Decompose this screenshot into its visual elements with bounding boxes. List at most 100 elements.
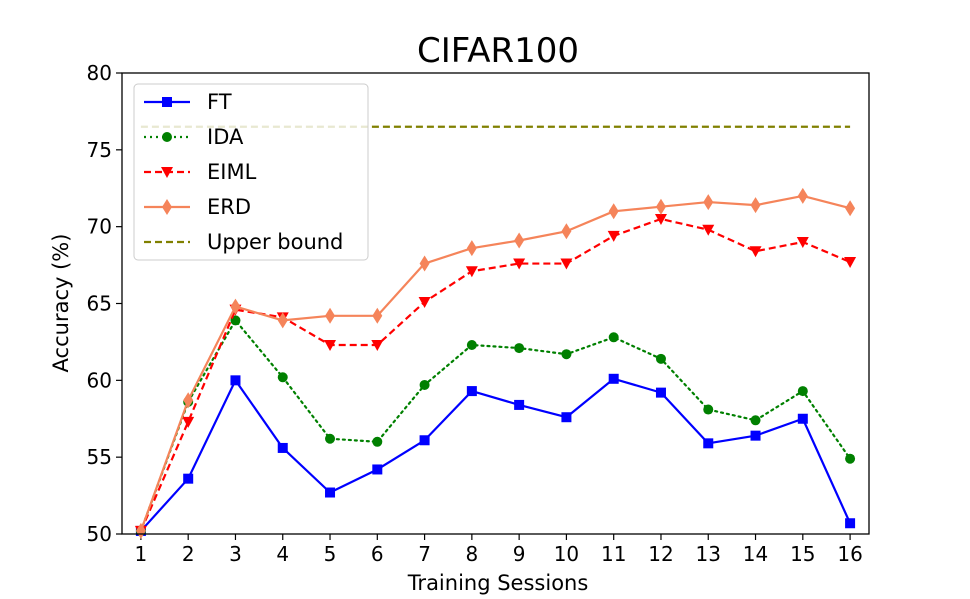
y-tick-label-55: 55 (87, 445, 112, 469)
point-erd-11 (608, 203, 619, 220)
point-ft-2 (183, 473, 194, 484)
series-erd (135, 187, 856, 539)
point-erd-16 (845, 200, 856, 217)
legend-marker-eiml (161, 167, 173, 178)
legend-label-eiml: EIML (207, 160, 257, 184)
x-tick-label-5: 5 (324, 542, 337, 566)
point-ida-11 (608, 332, 619, 343)
point-ft-3 (230, 375, 241, 386)
point-eiml-11 (607, 230, 620, 242)
point-erd-13 (703, 194, 714, 211)
point-ida-5 (325, 433, 336, 444)
point-ft-13 (703, 438, 714, 449)
point-eiml-8 (465, 266, 478, 278)
x-tick-label-14: 14 (743, 542, 768, 566)
y-tick-label-70: 70 (87, 215, 112, 239)
point-eiml-6 (371, 339, 384, 351)
point-ft-12 (655, 387, 666, 398)
plot-series (134, 125, 857, 539)
point-ft-6 (372, 464, 383, 475)
point-erd-6 (372, 307, 383, 324)
legend-label-ft: FT (207, 90, 232, 114)
point-ft-8 (466, 386, 477, 397)
x-tick-label-8: 8 (465, 542, 478, 566)
point-eiml-5 (324, 339, 337, 351)
legend-marker-ft (162, 97, 172, 107)
point-ft-4 (277, 442, 288, 453)
series-line-eiml (139, 217, 851, 532)
series-line-erd (139, 194, 851, 532)
point-eiml-2 (182, 416, 195, 428)
x-tick-label-15: 15 (790, 542, 815, 566)
point-erd-4 (277, 312, 288, 329)
x-tick-label-1: 1 (135, 542, 148, 566)
point-eiml-9 (513, 258, 526, 270)
chart-title: CIFAR100 (417, 31, 579, 71)
point-ida-16 (845, 453, 856, 464)
point-ida-12 (655, 353, 666, 364)
point-ida-6 (372, 436, 383, 447)
legend-label-ida: IDA (207, 125, 244, 149)
point-ft-9 (514, 399, 525, 410)
point-erd-9 (514, 232, 525, 249)
series-line-ida (139, 319, 852, 533)
point-ft-15 (797, 413, 808, 424)
x-tick-label-13: 13 (696, 542, 721, 566)
point-ida-4 (277, 372, 288, 383)
point-erd-12 (655, 198, 666, 215)
point-eiml-15 (796, 237, 809, 249)
legend-label-erd: ERD (207, 195, 251, 219)
point-ida-7 (419, 379, 430, 390)
point-ida-13 (703, 404, 714, 415)
point-erd-1 (135, 522, 146, 539)
point-eiml-7 (418, 296, 431, 308)
point-ida-14 (750, 415, 761, 426)
y-tick-label-50: 50 (87, 522, 112, 546)
x-tick-label-9: 9 (513, 542, 526, 566)
x-axis-label: Training Sessions (407, 571, 589, 595)
y-axis-label: Accuracy (%) (49, 234, 73, 373)
legend-label-upper-bound: Upper bound (207, 230, 343, 254)
x-tick-label-2: 2 (182, 542, 195, 566)
point-ft-16 (845, 518, 856, 529)
point-ft-5 (325, 487, 336, 498)
x-tick-label-6: 6 (371, 542, 384, 566)
legend-marker-ida (162, 132, 172, 142)
point-erd-15 (797, 187, 808, 204)
point-erd-2 (183, 392, 194, 409)
y-tick-label-75: 75 (87, 138, 112, 162)
legend: FT IDA EIML ERD Upper bound (133, 83, 369, 261)
plot-area-frame (121, 72, 870, 535)
x-tick-label-7: 7 (418, 542, 431, 566)
x-tick-label-12: 12 (648, 542, 673, 566)
point-ft-14 (750, 430, 761, 441)
point-erd-14 (750, 197, 761, 214)
series-ida (135, 315, 856, 536)
point-eiml-14 (749, 246, 762, 258)
y-tick-label-60: 60 (87, 368, 112, 392)
y-tick-label-65: 65 (87, 292, 112, 316)
point-ida-9 (514, 343, 525, 354)
point-erd-10 (561, 223, 572, 240)
point-eiml-10 (560, 258, 573, 270)
y-tick-label-80: 80 (87, 61, 112, 85)
point-erd-7 (419, 255, 430, 272)
series-ft (135, 373, 856, 536)
point-ft-10 (561, 412, 572, 423)
x-tick-label-3: 3 (229, 542, 242, 566)
point-eiml-12 (654, 213, 667, 225)
point-erd-8 (466, 240, 477, 257)
series-eiml (134, 213, 857, 537)
point-eiml-16 (844, 257, 857, 269)
point-eiml-13 (702, 224, 715, 236)
x-tick-label-10: 10 (554, 542, 579, 566)
legend-box (133, 83, 369, 261)
point-ft-11 (608, 373, 619, 384)
x-tick-label-4: 4 (276, 542, 289, 566)
x-tick-label-16: 16 (837, 542, 862, 566)
point-ft-7 (419, 435, 430, 446)
point-erd-5 (325, 307, 336, 324)
x-tick-label-11: 11 (601, 542, 626, 566)
